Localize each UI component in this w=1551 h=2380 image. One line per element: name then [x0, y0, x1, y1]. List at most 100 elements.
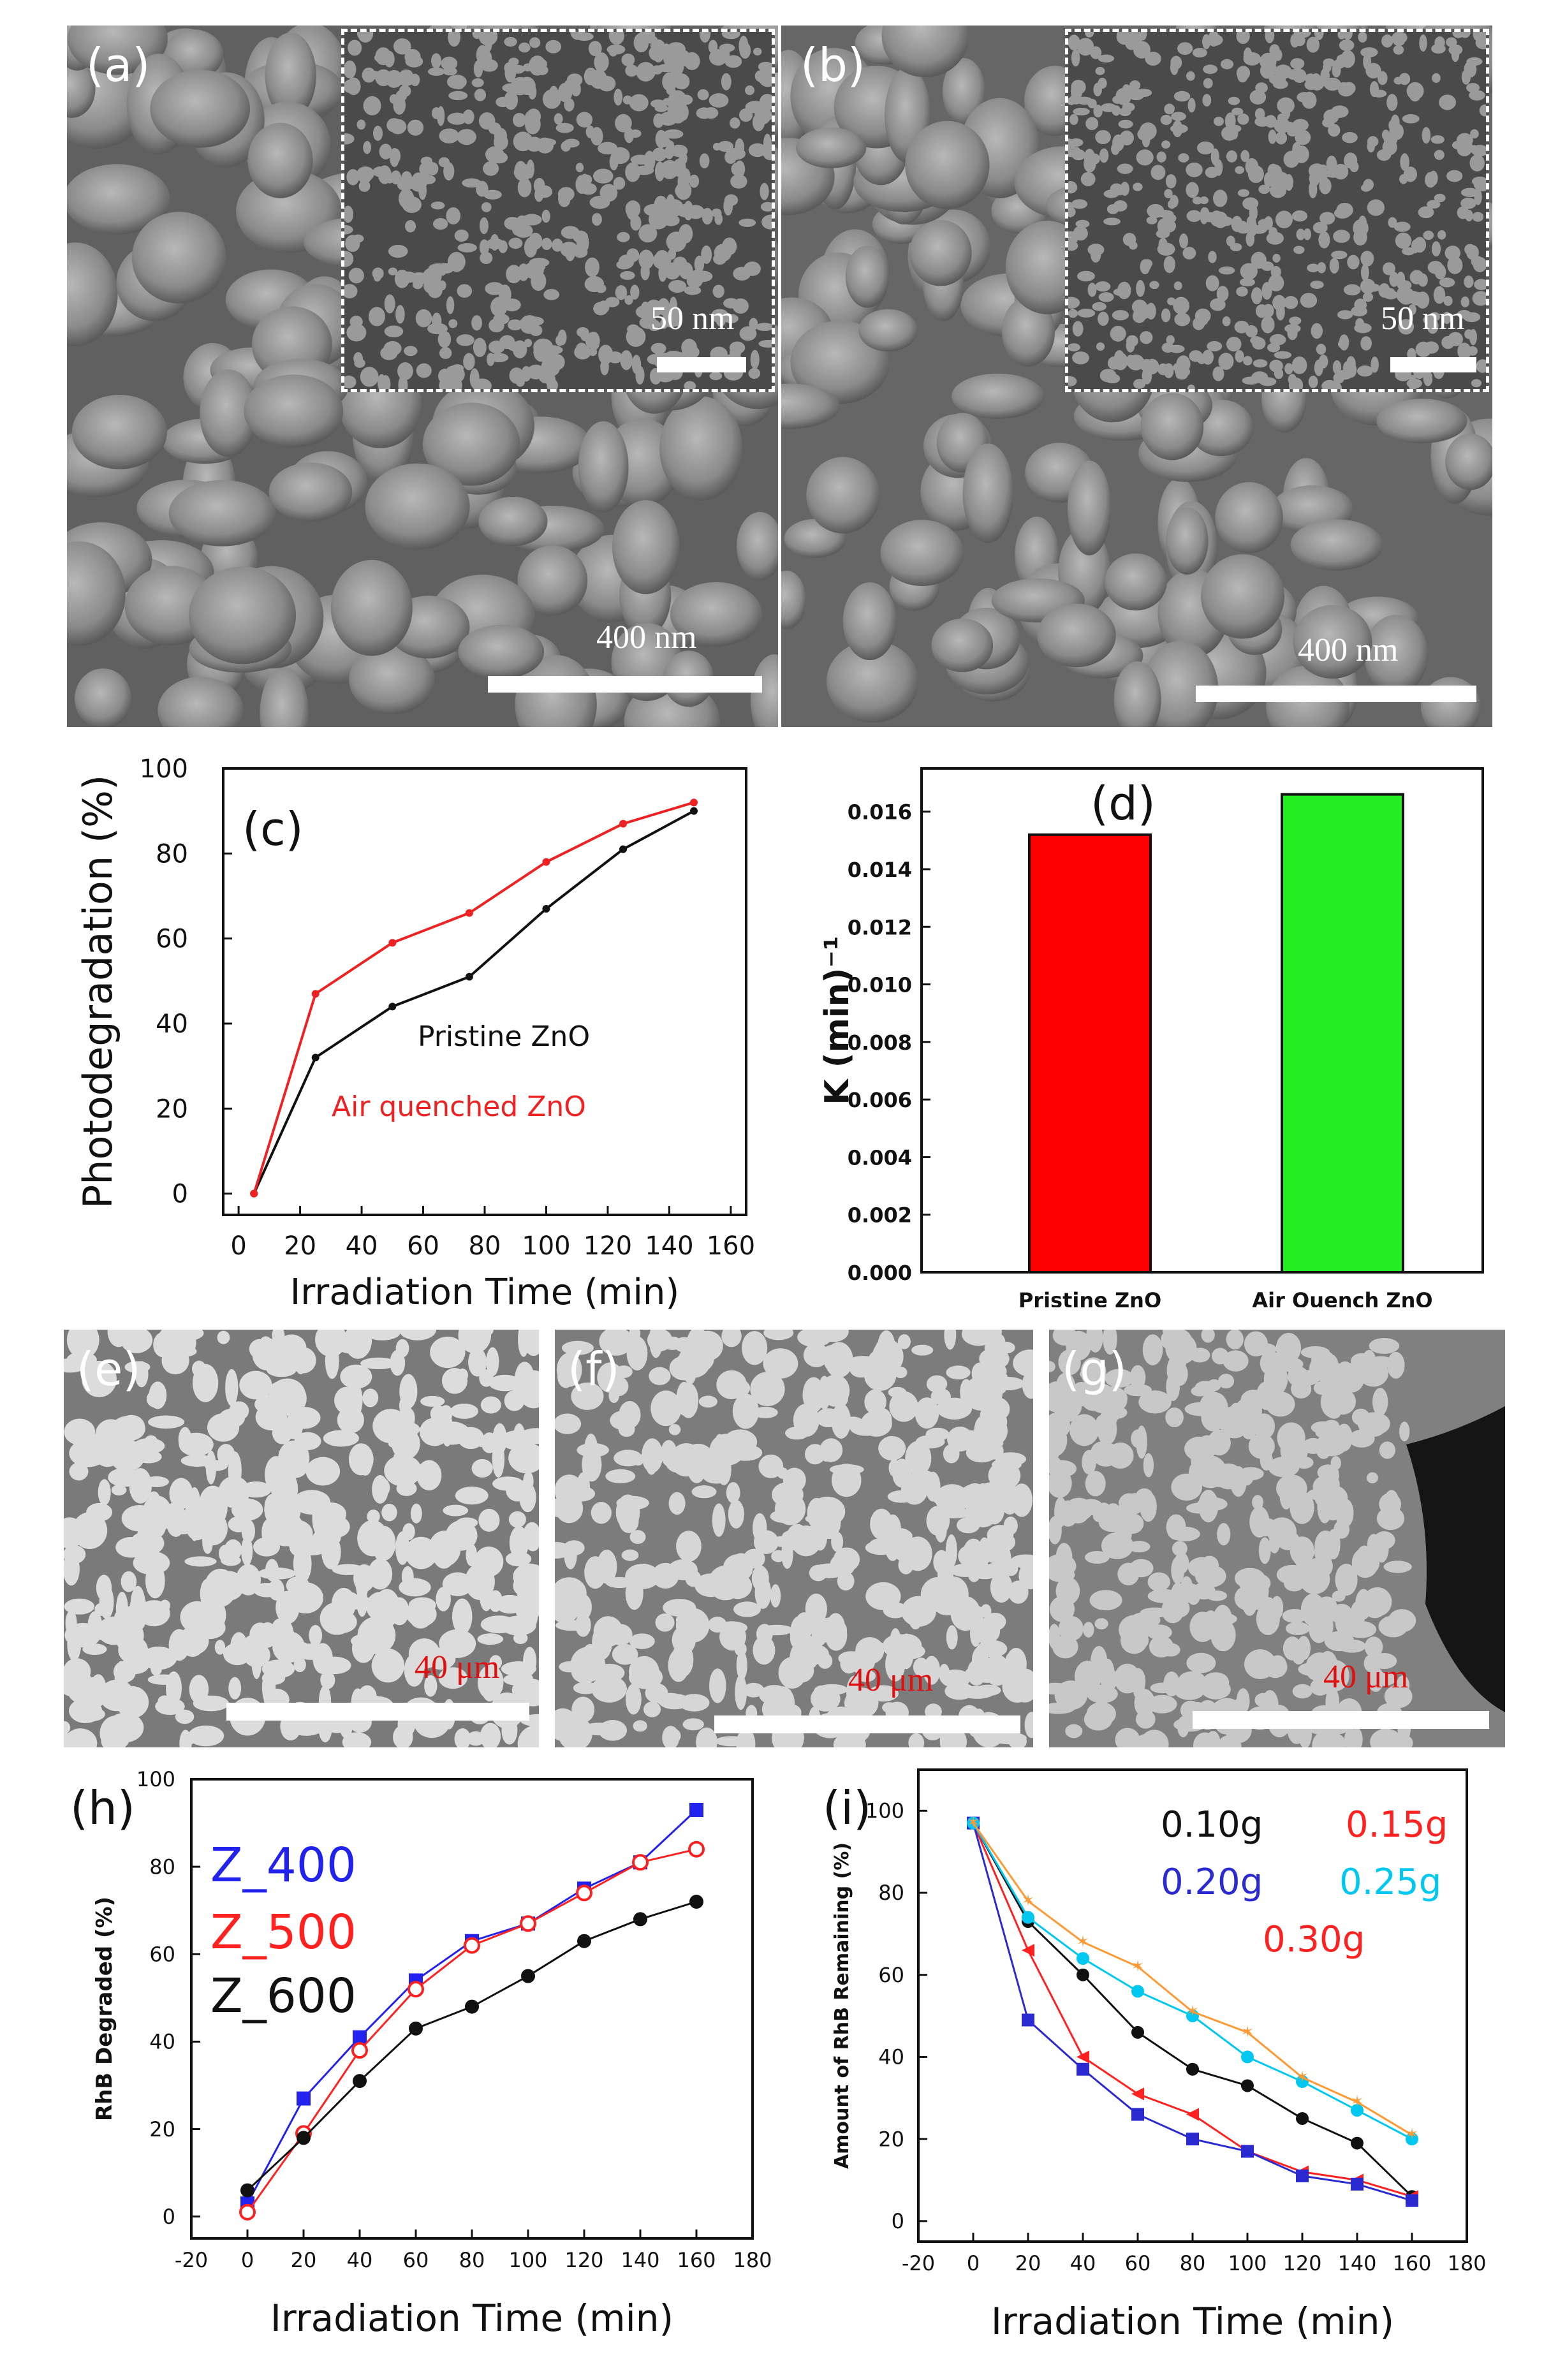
grain [74, 668, 132, 727]
data-point [1186, 2062, 1199, 2076]
grain [1339, 32, 1353, 39]
y-axis-label: Amount of RhB Remaining (%) [831, 1842, 853, 2169]
grain [1049, 1468, 1072, 1498]
grain [340, 1364, 372, 1389]
grain [1084, 149, 1096, 166]
grain [732, 298, 749, 314]
grain [1162, 1330, 1177, 1337]
grain [1008, 1580, 1029, 1604]
grain [522, 1388, 539, 1406]
grain [1434, 193, 1446, 203]
grain [1231, 107, 1244, 116]
grain [1372, 1388, 1388, 1416]
grain [1403, 166, 1418, 182]
grain [620, 350, 633, 371]
bar-2 [1281, 793, 1404, 1274]
grain [541, 209, 550, 223]
data-point [351, 2042, 368, 2059]
grain [1319, 212, 1335, 225]
grain [415, 309, 432, 328]
grain [1246, 215, 1256, 229]
data-point [465, 909, 473, 917]
grain [115, 1537, 147, 1558]
grain [703, 107, 719, 119]
grain [364, 369, 374, 382]
grain [952, 373, 1045, 419]
grain [630, 154, 651, 165]
grain [1210, 298, 1226, 311]
grain [561, 226, 580, 239]
grain [1194, 1455, 1227, 1488]
grain [1261, 1693, 1276, 1707]
grain [517, 178, 532, 198]
grain [480, 1615, 518, 1634]
grain [138, 1600, 170, 1627]
grain [1140, 1607, 1170, 1618]
y-tick-label: 20 [156, 1094, 188, 1124]
grain [1476, 32, 1486, 43]
grain [372, 1409, 409, 1443]
grain [1381, 34, 1393, 48]
x-tick-label: 60 [403, 2248, 429, 2272]
grain [1418, 206, 1434, 219]
grain [529, 325, 543, 336]
grain [1049, 1361, 1055, 1372]
y-tick-label: 100 [140, 754, 188, 784]
grain [1128, 241, 1138, 250]
grain [1239, 1469, 1254, 1486]
scale-bar-f [714, 1715, 1020, 1733]
grain [1332, 360, 1342, 374]
grain [681, 1443, 716, 1480]
grain [1268, 1532, 1280, 1554]
grain [1136, 149, 1154, 166]
grain [1068, 309, 1078, 318]
grain [1217, 1374, 1235, 1389]
grain [626, 327, 646, 347]
data-point [1077, 2062, 1089, 2076]
grain [504, 36, 517, 47]
grain [712, 1503, 726, 1537]
data-point [1077, 1952, 1089, 1965]
grain [1427, 260, 1444, 274]
grain [728, 1444, 763, 1461]
legend-z_600: Z_600 [210, 1969, 357, 2024]
grain [1161, 140, 1171, 149]
grain [620, 270, 635, 280]
grain [1208, 251, 1217, 263]
data-point [1131, 1985, 1144, 1998]
y-tick-label: 40 [878, 2045, 904, 2069]
grain [609, 153, 619, 171]
grain [575, 32, 594, 41]
grain [1129, 1365, 1146, 1390]
grain [217, 1330, 230, 1344]
grain [979, 1410, 1008, 1434]
grain [481, 202, 492, 212]
inset-texture-b [1068, 32, 1486, 389]
grain [351, 234, 364, 243]
x-tick-label: Air Quench ZnO [1252, 1288, 1432, 1307]
grain [399, 189, 415, 209]
grain [1242, 356, 1253, 366]
grain [1261, 282, 1272, 300]
y-tick-label: 100 [136, 1767, 175, 1791]
grain [529, 37, 541, 48]
grain [736, 511, 778, 581]
grain [388, 244, 408, 258]
grain [981, 1536, 1010, 1564]
grain [1388, 119, 1397, 132]
grain [555, 122, 574, 133]
grain [253, 1537, 281, 1557]
grain [455, 1487, 489, 1505]
data-point [465, 973, 473, 981]
grain [1371, 89, 1387, 98]
chart-d: 0.000 0.002 0.004 0.006 0.008 0.010 0.012 0.014… [818, 767, 1484, 1307]
grain [1386, 94, 1398, 111]
grain [277, 1334, 307, 1362]
grain [386, 118, 402, 133]
grain [228, 1677, 242, 1700]
grain [613, 177, 626, 190]
grain [480, 251, 493, 265]
grain [1164, 103, 1175, 115]
grain [668, 279, 687, 293]
data-point [388, 939, 397, 947]
